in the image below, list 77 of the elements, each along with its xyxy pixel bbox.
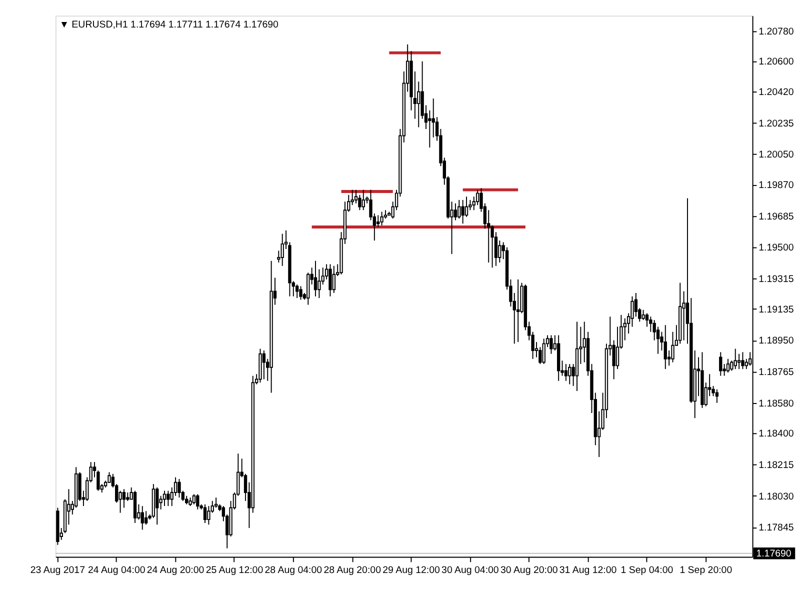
y-tick-label: 1.18580: [758, 398, 794, 410]
x-tick-label: 31 Aug 12:00: [559, 564, 618, 576]
candlestick: [140, 506, 144, 530]
y-tick-label: 1.18765: [758, 367, 794, 378]
candlestick: [498, 240, 502, 264]
candlestick: [376, 214, 380, 228]
candlestick: [144, 510, 148, 526]
candlestick: [726, 358, 730, 373]
candlestick: [380, 211, 384, 226]
candlestick: [671, 331, 674, 363]
candlestick: [192, 494, 196, 505]
candlestick: [166, 490, 170, 507]
candlestick: [715, 388, 719, 404]
candlestick: [328, 264, 332, 297]
candlestick: [516, 278, 520, 342]
candlestick: [550, 334, 553, 354]
y-tick-label: 1.18950: [758, 336, 794, 347]
x-tick-label: 23 Aug 2017: [30, 564, 85, 576]
y-tick-label: 1.18215: [758, 460, 794, 472]
candlestick: [634, 292, 638, 318]
candlestick: [318, 268, 321, 299]
x-tick-label: 28 Aug 20:00: [324, 564, 382, 576]
x-tick-label: 29 Aug 12:00: [382, 564, 440, 576]
candlestick: [358, 194, 362, 211]
candlestick: [122, 488, 126, 508]
candlestick: [362, 189, 365, 211]
candlestick: [299, 286, 302, 300]
x-tick-label: 24 Aug 20:00: [146, 564, 205, 576]
x-tick-label: 25 Aug 12:00: [206, 564, 264, 576]
y-tick-label: 1.20050: [758, 150, 794, 161]
candlestick: [306, 272, 310, 306]
candlestick: [156, 486, 159, 526]
x-tick-label: 30 Aug 20:00: [500, 564, 558, 576]
candlestick: [454, 202, 458, 221]
y-tick-label: 1.19870: [758, 180, 794, 192]
y-tick-label: 1.20235: [758, 118, 794, 130]
candlestick: [314, 260, 318, 297]
candlestick: [568, 363, 572, 385]
candlestick: [332, 265, 336, 294]
ref-line-label: 1.17690: [756, 548, 792, 560]
candlestick: [432, 98, 435, 138]
y-tick-label: 1.19135: [758, 304, 794, 316]
candlestick: [203, 504, 207, 524]
candlestick: [178, 478, 181, 498]
candlestick: [741, 352, 744, 370]
y-tick-label: 1.19500: [758, 242, 794, 254]
candlestick: [458, 199, 461, 220]
candlestick: [280, 233, 284, 266]
x-tick-label: 30 Aug 04:00: [442, 564, 500, 576]
candlestick: [719, 352, 722, 376]
candlestick: [737, 353, 741, 370]
y-tick-label: 1.19315: [758, 274, 794, 285]
candlestick: [295, 284, 299, 299]
candlestick: [428, 110, 432, 148]
x-tick-label: 1 Sep 20:00: [680, 564, 733, 576]
y-tick-label: 1.20780: [758, 26, 794, 38]
x-tick-label: 28 Aug 04:00: [264, 564, 323, 576]
candlestick: [734, 348, 737, 370]
candlestick: [476, 189, 480, 206]
candlestick: [262, 350, 266, 380]
candlestick: [542, 338, 546, 364]
y-tick-label: 1.18400: [758, 428, 794, 440]
candlestick: [564, 363, 568, 382]
x-tick-label: 24 Aug 04:00: [88, 564, 146, 576]
chart-title: ▼ EURUSD,H1 1.17694 1.17711 1.17674 1.17690: [59, 19, 280, 30]
candlestick: [461, 199, 464, 224]
y-tick-label: 1.20420: [758, 87, 794, 98]
candlestick: [162, 490, 166, 507]
candlestick: [196, 494, 200, 510]
candlestick: [664, 324, 667, 370]
x-tick-label: 1 Sep 04:00: [620, 564, 674, 576]
candlestick: [464, 196, 468, 218]
y-tick-label: 1.17845: [758, 522, 794, 534]
y-tick-label: 1.19685: [758, 211, 794, 222]
candlestick: [642, 309, 645, 321]
y-tick-label: 1.18030: [758, 491, 794, 502]
y-tick-label: 1.20600: [758, 56, 794, 68]
